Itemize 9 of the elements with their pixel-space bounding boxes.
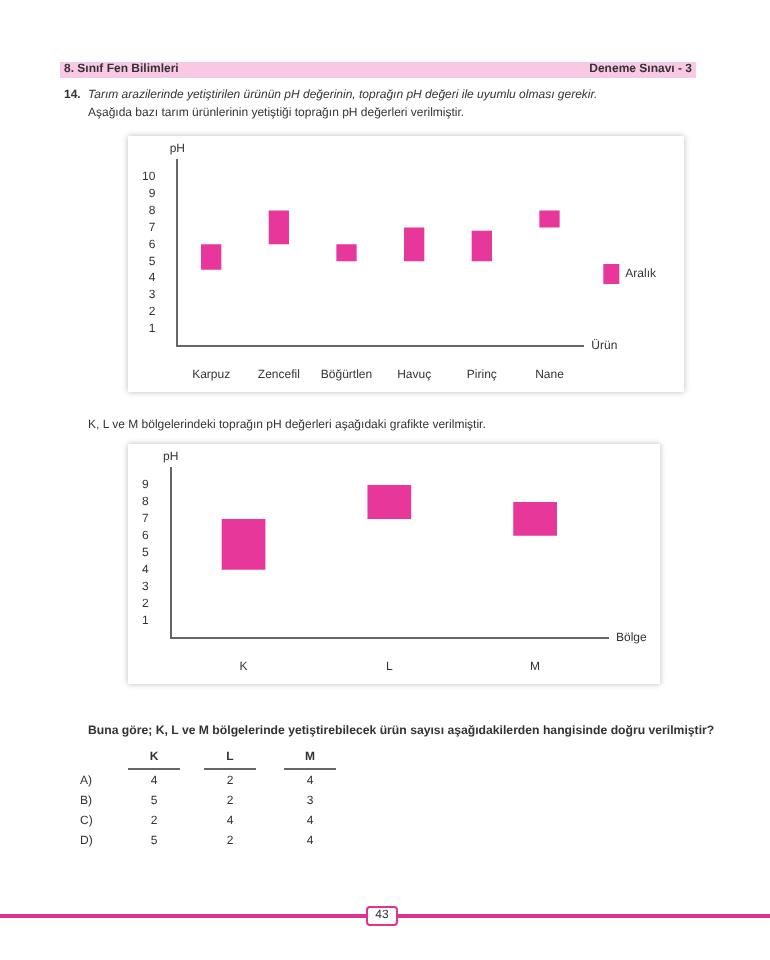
bar xyxy=(336,244,357,262)
bar xyxy=(268,210,289,245)
bar xyxy=(471,230,492,262)
bar xyxy=(513,501,557,536)
bar xyxy=(221,518,266,570)
bar xyxy=(539,210,560,228)
bar xyxy=(367,484,412,519)
bar xyxy=(404,227,425,262)
bar xyxy=(201,244,222,270)
